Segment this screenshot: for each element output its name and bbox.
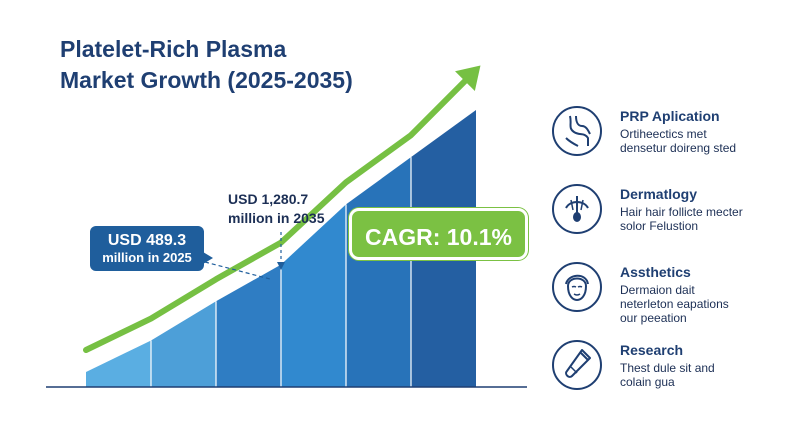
- title-line-1: Platelet-Rich Plasma: [60, 36, 287, 62]
- cagr-badge: CAGR: 10.1%: [349, 208, 528, 260]
- face-icon: [552, 262, 602, 312]
- desc-line: colain gua: [620, 375, 675, 389]
- knee-joint-icon: [552, 106, 602, 156]
- trend-line: [83, 71, 475, 353]
- application-sidebar: PRP Aplication Ortiheectics met densetur…: [552, 106, 792, 418]
- desc-line: solor Felustion: [620, 219, 699, 233]
- sidebar-item-title: Assthetics: [620, 264, 691, 280]
- desc-line: Thest dule sit and: [620, 361, 715, 375]
- sidebar-item-title: Dermatlogy: [620, 186, 698, 202]
- callout-end-value: USD 1,280.7 million in 2035: [228, 190, 346, 228]
- callout-end-pointer: [277, 262, 285, 270]
- hair-follicle-icon: [552, 184, 602, 234]
- area-segment: [86, 340, 151, 387]
- chart-bars: [86, 110, 476, 387]
- area-segment: [281, 204, 346, 387]
- desc-line: neterleton eapations: [620, 297, 729, 311]
- callout-end-label: million in 2035: [228, 210, 325, 226]
- sidebar-item-dermatology: Dermatlogy Hair hair follicte mecter sol…: [552, 184, 792, 262]
- sidebar-item-desc: Ortiheectics met densetur doireng sted: [620, 127, 795, 155]
- desc-line: our peeation: [620, 311, 687, 325]
- sidebar-item-prp-application: PRP Aplication Ortiheectics met densetur…: [552, 106, 792, 184]
- callout-start-amount: USD 489.3: [107, 232, 187, 249]
- callout-start-tail: [203, 252, 213, 264]
- area-segment: [151, 301, 216, 387]
- test-tube-icon: [552, 340, 602, 390]
- trend-arrowhead: [455, 65, 481, 91]
- callout-start-value: USD 489.3 million in 2025: [90, 226, 213, 271]
- callout-end-amount: USD 1,280.7: [228, 191, 309, 207]
- area-segment: [346, 157, 411, 387]
- page-title: Platelet-Rich Plasma Market Growth (2025…: [60, 34, 353, 96]
- area-segment: [216, 264, 281, 387]
- sidebar-item-aesthetics: Assthetics Dermaion dait neterleton eapa…: [552, 262, 792, 340]
- sidebar-item-desc: Thest dule sit and colain gua: [620, 361, 795, 389]
- desc-line: Dermaion dait: [620, 283, 695, 297]
- sidebar-item-title: Research: [620, 342, 684, 358]
- desc-line: Hair hair follicte mecter: [620, 205, 743, 219]
- callout-start-label: million in 2025: [102, 250, 192, 265]
- sidebar-item-research: Research Thest dule sit and colain gua: [552, 340, 792, 418]
- desc-line: Ortiheectics met: [620, 127, 707, 141]
- title-line-2: Market Growth (2025-2035): [60, 67, 353, 93]
- sidebar-item-desc: Hair hair follicte mecter solor Felustio…: [620, 205, 795, 233]
- desc-line: densetur doireng sted: [620, 141, 737, 155]
- sidebar-item-title: PRP Aplication: [620, 108, 720, 124]
- sidebar-item-desc: Dermaion dait neterleton eapations our p…: [620, 283, 795, 325]
